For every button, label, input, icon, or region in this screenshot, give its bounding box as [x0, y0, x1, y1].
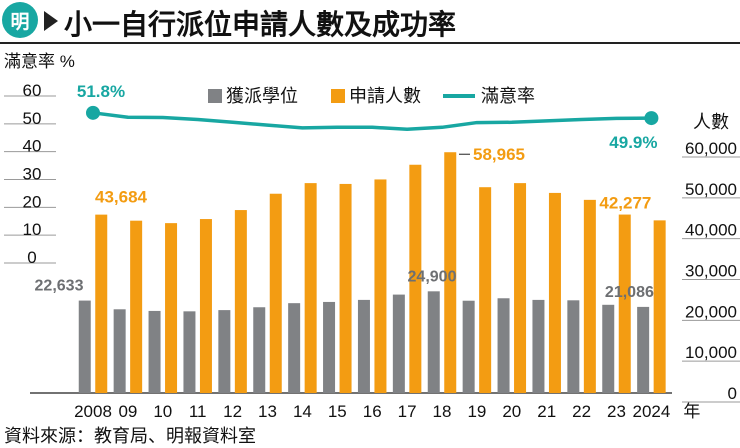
right-axis-tick-label: 60,000 [685, 139, 737, 158]
bar-獲派學位-09 [113, 309, 126, 393]
legend-label-滿意率: 滿意率 [481, 86, 535, 106]
x-tick-label: 18 [433, 402, 452, 421]
legend-label-獲派學位: 獲派學位 [226, 86, 298, 106]
title-divider [0, 42, 740, 44]
bar-獲派學位-2024 [637, 306, 650, 393]
right-axis-title: 人數 [693, 112, 729, 132]
bar-獲派學位-20 [497, 298, 510, 393]
bar-申請人數-18 [444, 152, 457, 393]
x-tick-label: 10 [153, 402, 172, 421]
bar-獲派學位-14 [288, 303, 301, 393]
bar-申請人數-19 [479, 187, 492, 393]
x-tick-label: 11 [189, 402, 207, 421]
chart-header: 明 小一自行派位申請人數及成功率 [0, 0, 740, 40]
x-axis-unit: 年 [683, 402, 700, 421]
data-label-獲派學位: 21,086 [605, 284, 654, 301]
bar-申請人數-20 [514, 183, 527, 393]
legend-label-申請人數: 申請人數 [349, 86, 421, 106]
data-label-申請人數: 58,965 [473, 145, 525, 164]
right-axis-tick-label: 50,000 [685, 180, 737, 199]
left-axis-tick-label: 40 [23, 137, 42, 156]
left-axis-tick-label: 30 [23, 165, 42, 184]
x-tick-label: 22 [572, 402, 591, 421]
bar-獲派學位-12 [218, 310, 231, 393]
bar-獲派學位-15 [323, 301, 336, 393]
bar-獲派學位-23 [602, 304, 615, 393]
right-axis-tick-label: 20,000 [685, 302, 737, 321]
legend-swatch-獲派學位 [208, 89, 222, 103]
x-tick-label: 20 [502, 402, 521, 421]
data-label-獲派學位: 22,633 [35, 278, 84, 295]
data-label-滿意率: 49.9% [609, 133, 657, 152]
x-tick-label: 2024 [632, 402, 670, 421]
left-axis-tick-label: 0 [27, 248, 36, 267]
x-tick-label: 09 [118, 402, 137, 421]
left-axis-title: 滿意率 % [4, 52, 75, 71]
right-axis-tick-label: 10,000 [685, 343, 737, 362]
x-tick-label: 14 [293, 402, 312, 421]
data-label-申請人數: 42,277 [599, 193, 651, 212]
bar-獲派學位-13 [253, 307, 266, 393]
line-滿意率 [92, 111, 652, 131]
bar-獲派學位-22 [567, 300, 580, 393]
data-label-獲派學位: 24,900 [408, 268, 457, 285]
triangle-marker-icon [44, 11, 58, 31]
bar-申請人數-23 [618, 214, 631, 393]
bar-獲派學位-21 [532, 299, 545, 393]
x-tick-label: 19 [467, 402, 486, 421]
bar-申請人數-10 [165, 223, 178, 393]
legend-swatch-申請人數 [331, 89, 345, 103]
bar-申請人數-2008 [95, 214, 108, 393]
left-axis-tick-label: 60 [23, 81, 42, 100]
bar-獲派學位-11 [183, 311, 196, 393]
bar-申請人數-09 [130, 220, 143, 393]
bar-申請人數-14 [304, 183, 317, 393]
left-axis-tick-label: 20 [23, 192, 42, 211]
x-tick-label: 23 [607, 402, 626, 421]
right-axis-tick-label: 40,000 [685, 221, 737, 240]
right-axis-tick-label: 0 [728, 384, 737, 403]
x-tick-label: 16 [363, 402, 382, 421]
line-endpoint-marker [644, 111, 659, 126]
bar-申請人數-22 [583, 199, 596, 393]
x-tick-label: 12 [223, 402, 242, 421]
chart-title: 小一自行派位申請人數及成功率 [64, 9, 457, 40]
logo-icon: 明 [2, 2, 38, 38]
bar-獲派學位-17 [392, 294, 405, 393]
x-tick-label: 13 [258, 402, 277, 421]
x-tick-label: 17 [398, 402, 417, 421]
x-tick-label: 21 [537, 402, 556, 421]
bar-獲派學位-10 [148, 310, 161, 393]
data-label-申請人數: 43,684 [95, 188, 148, 207]
x-tick-label: 15 [328, 402, 347, 421]
bar-獲派學位-18 [427, 291, 440, 393]
bar-申請人數-11 [199, 219, 212, 393]
right-axis-tick-label: 30,000 [685, 262, 737, 281]
x-tick-label: 2008 [74, 402, 112, 421]
bar-申請人數-15 [339, 183, 352, 393]
bar-申請人數-16 [374, 179, 387, 393]
bar-獲派學位-19 [462, 300, 475, 393]
bar-獲派學位-2008 [78, 300, 91, 393]
bar-申請人數-12 [234, 210, 247, 393]
source-note: 資料來源：教育局、明報資料室 [4, 426, 256, 446]
data-label-滿意率: 51.8% [77, 82, 125, 101]
bar-獲派學位-16 [357, 299, 370, 393]
bar-申請人數-21 [548, 192, 561, 393]
left-axis-tick-label: 50 [23, 109, 42, 128]
logo-text: 明 [10, 11, 30, 33]
bar-申請人數-2024 [653, 220, 666, 393]
bar-申請人數-13 [269, 193, 282, 393]
line-endpoint-marker [86, 105, 100, 120]
left-axis-tick-label: 10 [23, 220, 42, 239]
bar-申請人數-17 [409, 164, 422, 393]
